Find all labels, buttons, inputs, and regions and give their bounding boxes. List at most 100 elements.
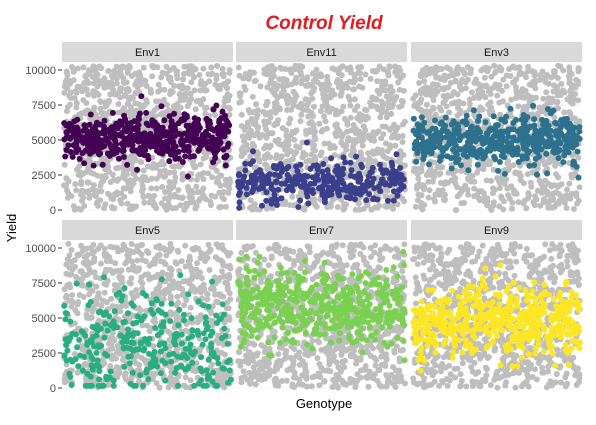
point-background [467,175,473,181]
point-env1 [185,174,191,180]
point-background [289,194,295,200]
point-env3 [495,122,501,128]
point-background [334,121,340,127]
point-env1 [144,121,150,127]
point-background [239,123,245,129]
point-env3 [420,156,426,162]
point-background [251,132,257,138]
point-background [438,180,444,186]
point-env11 [245,180,251,186]
point-background [260,132,266,138]
point-background [96,295,102,301]
point-background [183,264,189,270]
point-background [166,289,172,295]
point-background [465,77,471,83]
point-background [161,174,167,180]
point-env3 [571,160,577,166]
point-env5 [181,312,187,318]
point-env3 [520,141,526,147]
point-background [95,246,101,252]
point-env1 [159,103,165,109]
point-background [532,202,538,208]
point-env3 [475,162,481,168]
point-background [431,97,437,103]
point-background [493,81,499,87]
point-background [266,119,272,125]
point-background [264,166,270,172]
point-env1 [163,148,169,154]
point-background [80,248,86,254]
point-background [88,270,94,276]
point-background [188,305,194,311]
point-background [504,83,510,89]
point-env11 [294,168,300,174]
point-background [200,96,206,102]
point-env3 [449,121,455,127]
point-background [266,145,272,151]
point-env11 [263,189,269,195]
point-env11 [377,188,383,194]
point-env1 [136,116,142,122]
point-background [424,88,430,94]
point-env1 [127,133,133,139]
point-background [169,246,175,252]
point-env5 [203,314,209,320]
point-background [209,174,215,180]
point-env3 [522,117,528,123]
point-background [128,177,134,183]
point-background [150,63,156,69]
point-env5 [101,335,107,341]
point-env3 [563,121,569,127]
point-env11 [279,181,285,187]
point-background [270,130,276,136]
point-background [395,159,401,165]
point-env11 [349,167,355,173]
point-env3 [463,121,469,127]
point-background [335,127,341,133]
point-background [62,286,68,292]
point-background [300,150,306,156]
point-background [400,122,406,128]
point-background [457,81,463,87]
point-env5 [175,383,181,389]
point-background [84,312,90,318]
point-background [215,178,221,184]
point-background [359,85,365,91]
point-env3 [413,159,419,165]
point-background [465,187,471,193]
point-background [411,166,417,172]
point-background [566,73,572,79]
point-background [107,334,113,340]
point-background [509,200,515,206]
point-background [250,94,256,100]
point-background [93,193,99,199]
point-background [181,64,187,70]
point-background [74,90,80,96]
point-background [227,266,233,272]
point-background [179,83,185,89]
point-background [201,86,207,92]
point-env5 [203,336,209,342]
point-background [564,187,570,193]
point-env11 [308,188,314,194]
point-env5 [200,302,206,308]
point-background [145,250,151,256]
point-background [396,65,402,71]
point-background [181,71,187,77]
point-background [471,186,477,192]
point-background [200,66,206,72]
point-env1 [108,144,114,150]
point-env3 [526,163,532,169]
point-background [129,241,135,247]
point-background [532,193,538,199]
point-background [148,185,154,191]
point-env3 [524,151,530,157]
point-background [106,169,112,175]
point-background [172,192,178,198]
point-env11 [264,177,270,183]
point-background [157,385,163,391]
point-background [122,261,128,267]
point-env1 [110,110,116,116]
point-env11 [320,161,326,167]
point-background [246,107,252,113]
